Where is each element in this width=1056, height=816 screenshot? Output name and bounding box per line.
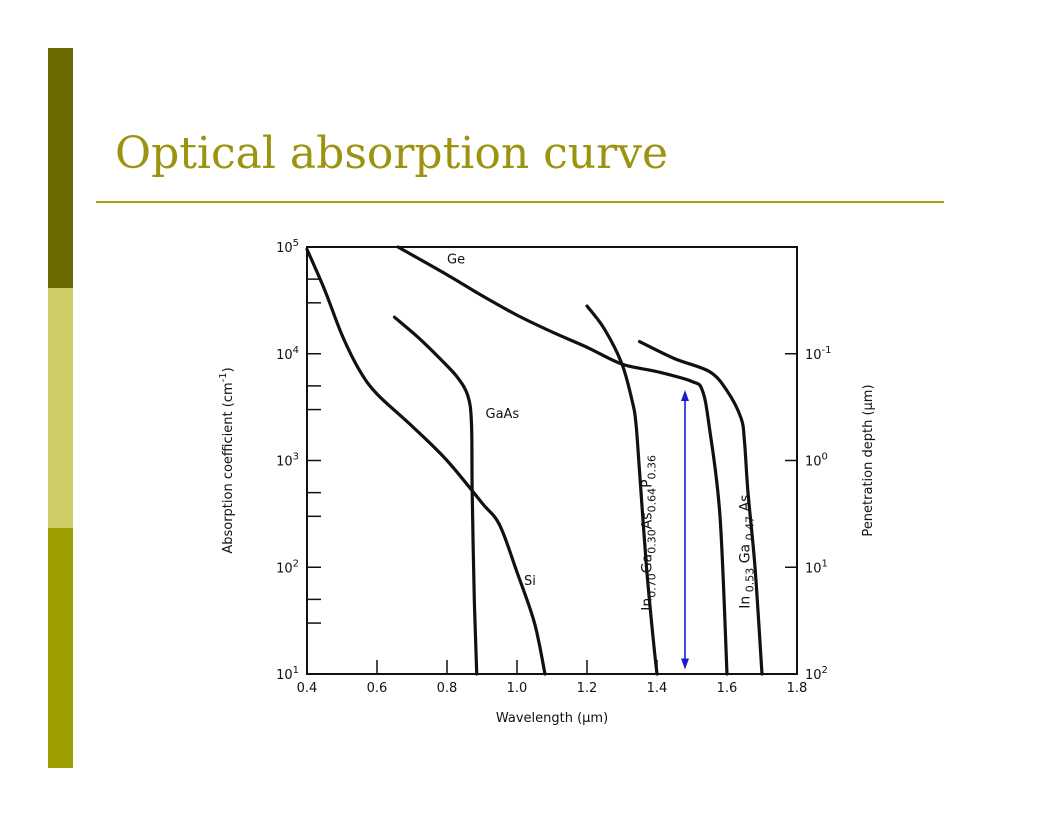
y-tick-label: 103 [276,452,299,470]
absorption-chart: 0.4 0.6 0.8 1.0 1.2 1.4 1.6 1.8 101 102 103 104 105 1… [218,238,876,726]
y2-tick-label: 10-1 [805,345,832,363]
curve-label-in0-70ga0-30as0-64p0-36: In0.70Ga0.30As0.64P0.36 [640,455,659,611]
y2-tick-label: 101 [805,558,828,576]
marker-arrow-head-bottom [681,658,689,670]
chart-series [305,245,764,676]
series-line-gaas [392,315,479,676]
x-tick-label: 1.0 [507,681,528,696]
y-tick-label: 105 [276,238,299,256]
x-tick-label: 1.2 [577,681,598,696]
slide-title: Optical absorption curve [115,128,669,179]
y2-tick-label: 100 [805,452,828,470]
x-tick-label: 0.8 [437,681,458,696]
x-axis-label: Wavelength (μm) [496,711,608,726]
chart-labels: Ge GaAs Si In0.70Ga0.30As0.64P0.36 In 0.53 G… [447,253,757,611]
sidebar-segment-mid [48,528,73,768]
series-line-in0-70ga0-30as0-64p0-36 [585,304,659,676]
y-tick-label: 102 [276,558,299,576]
series-line-ge [396,245,729,676]
sidebar-segment-light [48,288,73,528]
x-tick-label: 1.4 [647,681,668,696]
series-line-si [305,247,547,676]
x-tick-label: 0.6 [367,681,388,696]
y-axis-label: Absorption coefficient (cm-1) [218,367,236,553]
curve-label-gaas: GaAs [486,407,520,422]
series-line-in0-53ga0-47as [637,339,764,676]
chart-axes: 0.4 0.6 0.8 1.0 1.2 1.4 1.6 1.8 101 102 103 104 105 1… [218,238,876,726]
sidebar-accent-bar [48,48,73,768]
marker-arrow-head-top [681,389,689,401]
curve-label-ge: Ge [447,253,465,268]
curve-label-in0-53ga0-47as: In 0.53 Ga 0.47 As [738,495,757,609]
x-tick-label: 1.6 [717,681,738,696]
x-tick-label: 1.8 [787,681,808,696]
y-tick-label: 101 [276,665,299,683]
y2-tick-label: 102 [805,665,828,683]
x-tick-label: 0.4 [297,681,318,696]
y2-axis-label: Penetration depth (μm) [861,384,876,536]
title-underline [96,201,944,203]
y-tick-label: 104 [276,345,299,363]
curve-label-si: Si [524,574,536,589]
sidebar-segment-dark [48,48,73,288]
